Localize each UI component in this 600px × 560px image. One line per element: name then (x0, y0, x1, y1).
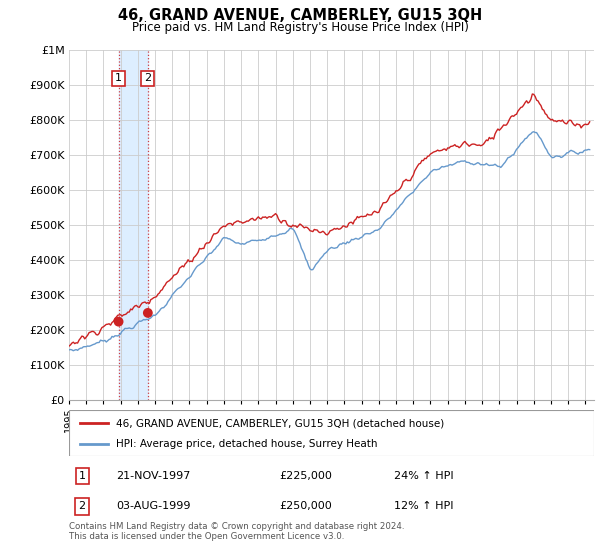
Text: 1: 1 (79, 471, 86, 481)
Text: HPI: Average price, detached house, Surrey Heath: HPI: Average price, detached house, Surr… (116, 440, 378, 450)
Point (114, 317, 124, 326)
Text: 46, GRAND AVENUE, CAMBERLEY, GU15 3QH: 46, GRAND AVENUE, CAMBERLEY, GU15 3QH (118, 8, 482, 24)
Bar (119, 50, 148, 400)
Text: 46, GRAND AVENUE, CAMBERLEY, GU15 3QH (detached house): 46, GRAND AVENUE, CAMBERLEY, GU15 3QH (d… (116, 418, 445, 428)
Text: 2: 2 (79, 501, 86, 511)
Text: 21-NOV-1997: 21-NOV-1997 (116, 471, 191, 481)
Text: 2: 2 (144, 73, 151, 83)
Text: 03-AUG-1999: 03-AUG-1999 (116, 501, 191, 511)
Text: 1: 1 (115, 73, 122, 83)
Point (143, 309, 152, 318)
Text: £225,000: £225,000 (279, 471, 332, 481)
Text: 12% ↑ HPI: 12% ↑ HPI (395, 501, 454, 511)
Text: £250,000: £250,000 (279, 501, 332, 511)
Text: Price paid vs. HM Land Registry's House Price Index (HPI): Price paid vs. HM Land Registry's House … (131, 21, 469, 34)
Text: Contains HM Land Registry data © Crown copyright and database right 2024.
This d: Contains HM Land Registry data © Crown c… (69, 522, 404, 542)
Text: 24% ↑ HPI: 24% ↑ HPI (395, 471, 454, 481)
